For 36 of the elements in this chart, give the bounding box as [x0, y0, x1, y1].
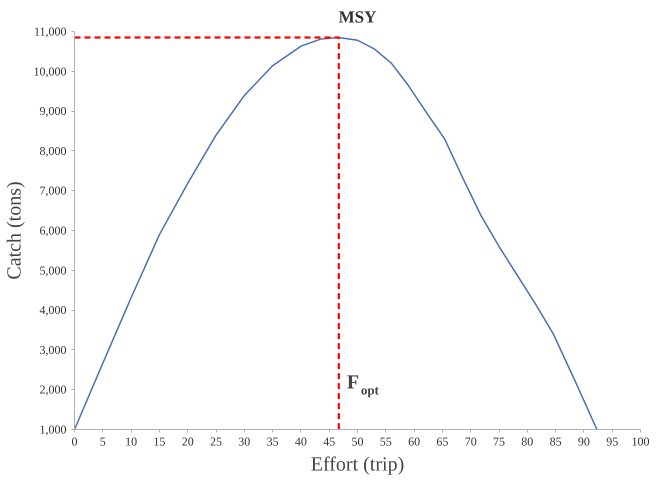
x-tick-label: 25: [210, 434, 222, 448]
x-tick-label: 55: [380, 434, 392, 448]
y-tick-label: 9,000: [40, 104, 66, 118]
x-tick-label: 60: [408, 434, 420, 448]
y-tick-label: 7,000: [40, 184, 66, 198]
x-tick-label: 80: [521, 434, 534, 448]
x-tick-label: 5: [100, 434, 106, 448]
x-tick-label: 0: [72, 434, 78, 448]
x-tick-label: 85: [550, 434, 562, 448]
x-tick-label: 45: [323, 434, 336, 448]
x-axis-title: Effort (trip): [310, 454, 404, 476]
y-tick-label: 11,000: [34, 24, 67, 38]
x-tick-label: 30: [238, 434, 250, 448]
line-series: [74, 36, 598, 430]
y-tick-label: 10,000: [34, 64, 66, 78]
x-tick-label: 95: [606, 434, 618, 448]
y-tick-label: 4,000: [40, 303, 66, 318]
y-tick-label: 1,000: [40, 422, 66, 436]
x-tick-label: 50: [352, 434, 364, 448]
x-tick-label: 65: [436, 434, 448, 448]
x-tick-label: 20: [182, 434, 194, 448]
x-tick-label: 10: [125, 434, 138, 448]
x-tick-label: 75: [493, 434, 505, 448]
y-tick-label: 2,000: [40, 382, 66, 397]
x-tick-label: 70: [464, 434, 477, 448]
y-tick-label: 3,000: [40, 342, 66, 357]
x-tick-label: 15: [153, 434, 166, 448]
y-axis-title: Catch (tons): [4, 181, 26, 280]
x-tick-label: 90: [578, 434, 590, 448]
x-tick-label: 35: [266, 434, 279, 448]
y-tick-label: 8,000: [40, 144, 66, 158]
y-tick-label: 6,000: [40, 224, 66, 238]
chart-title: MSY: [338, 8, 376, 26]
y-tick-label: 5,000: [40, 263, 66, 278]
x-tick-label: 100: [632, 434, 650, 448]
x-tick-label: 40: [294, 434, 307, 448]
